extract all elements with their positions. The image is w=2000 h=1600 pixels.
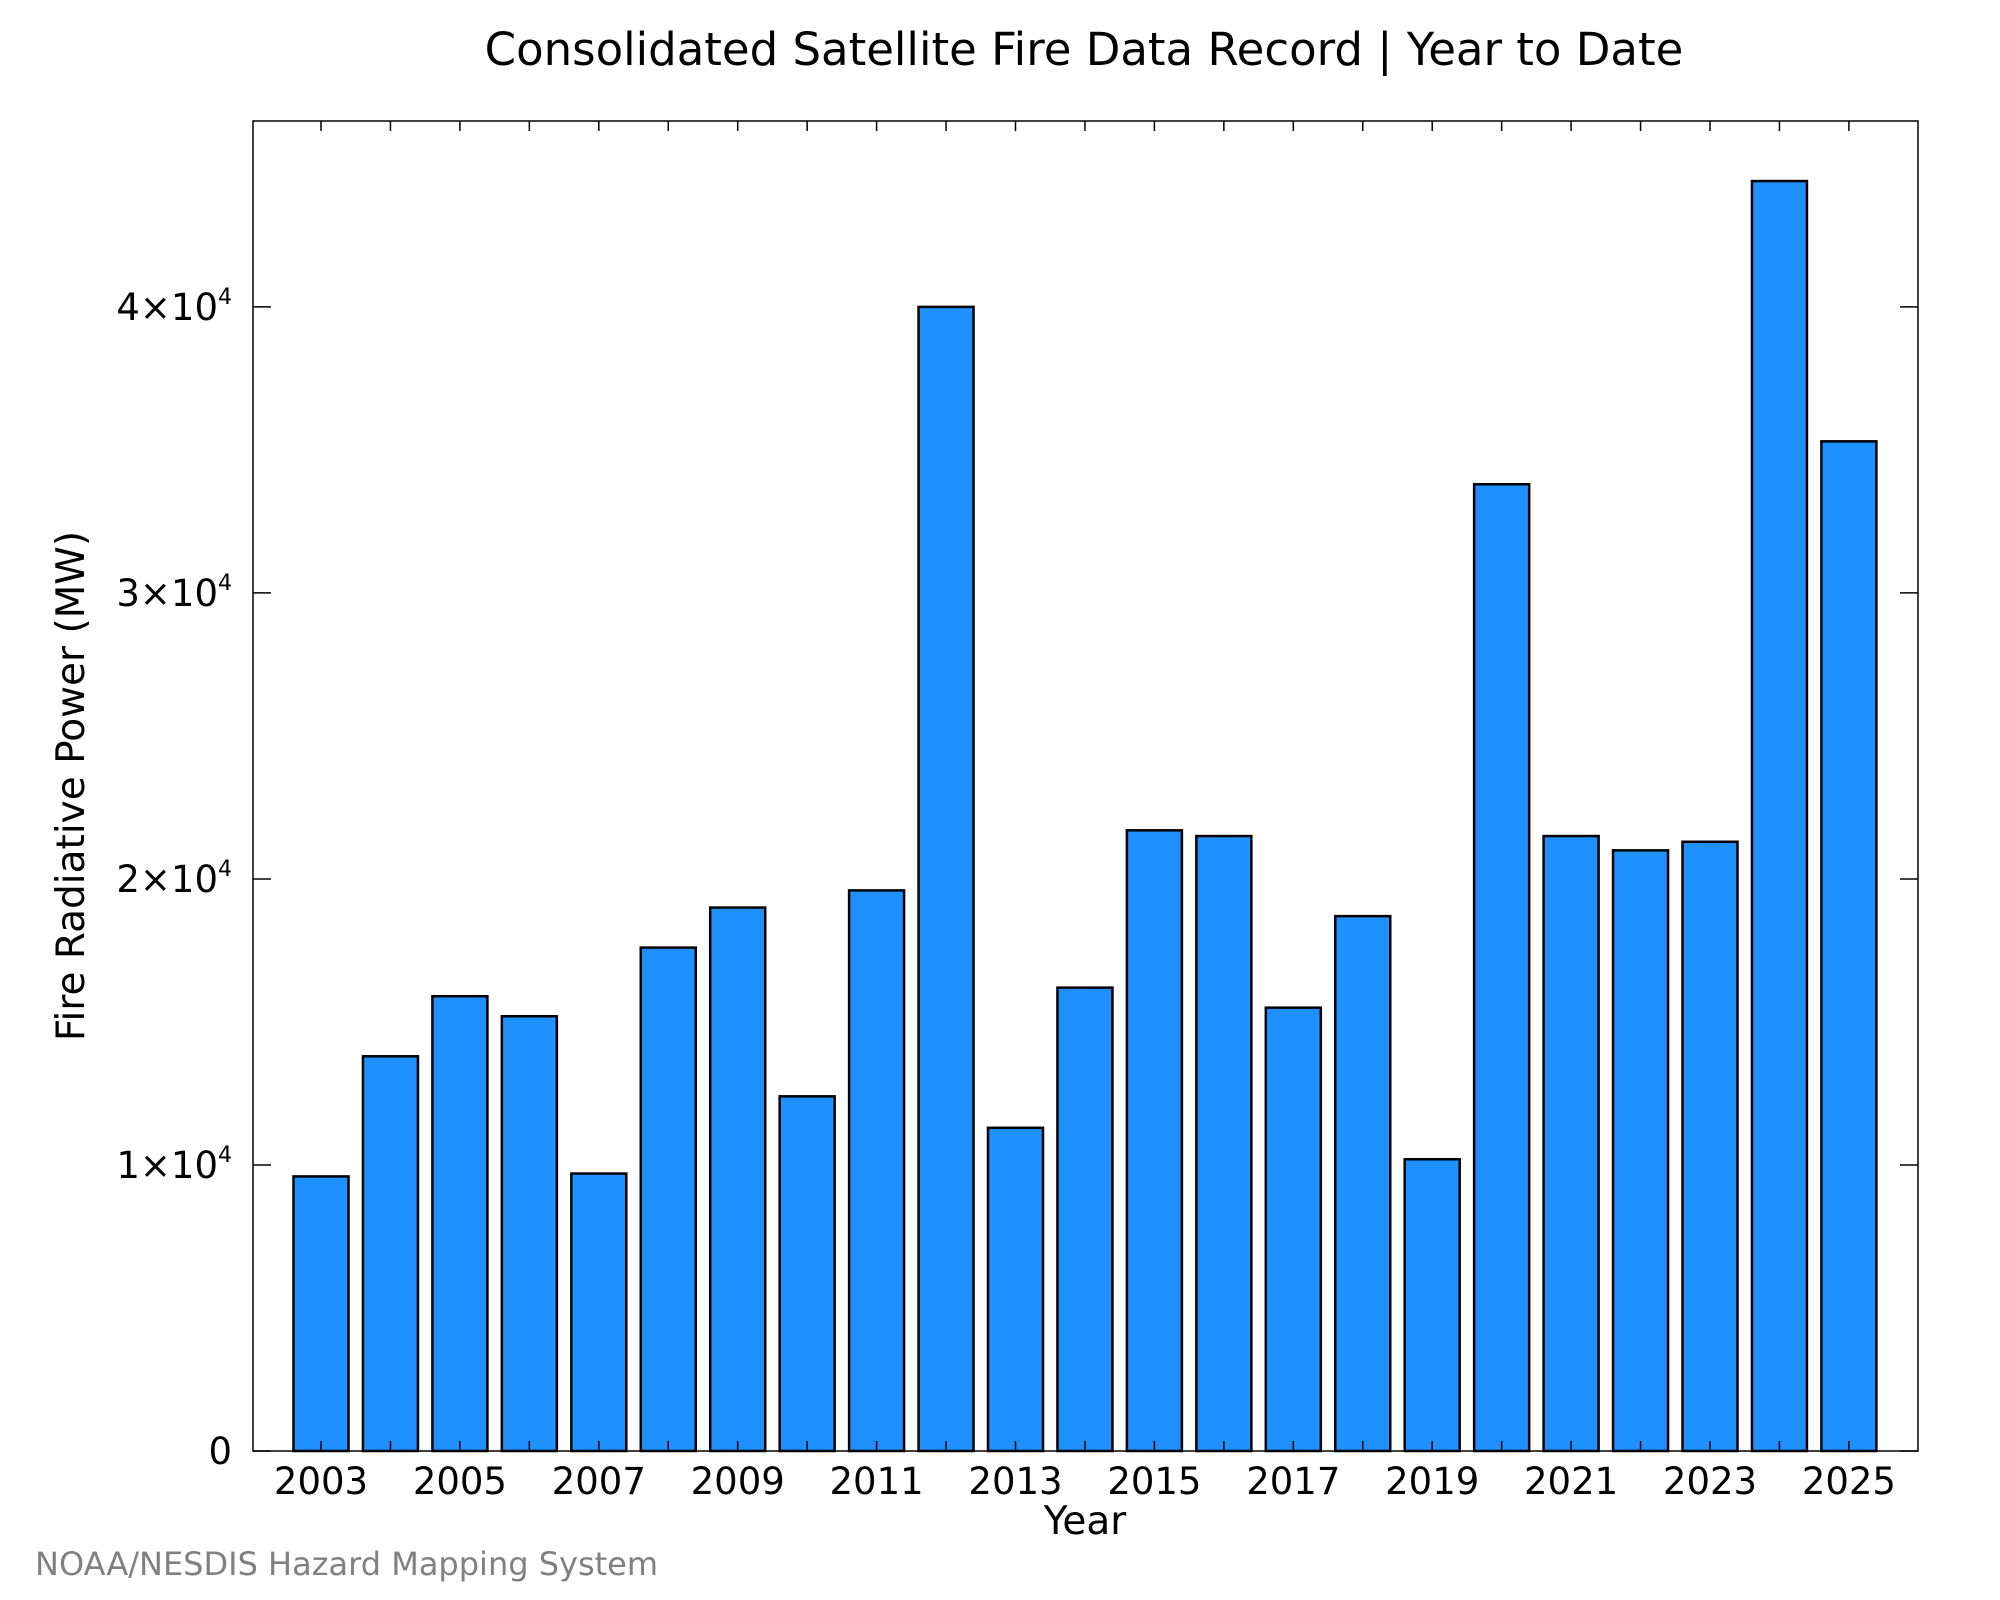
- x-tick-label-2021: 2021: [1524, 1460, 1618, 1503]
- bar-2023: [1681, 840, 1739, 1453]
- bar-2020: [1472, 483, 1531, 1453]
- y-tick-label-40000: 4×104: [116, 285, 232, 329]
- bar-2010: [778, 1095, 836, 1453]
- bar-2004: [361, 1055, 420, 1453]
- bar-2008: [639, 946, 697, 1453]
- x-tick-label-2015: 2015: [1107, 1460, 1201, 1503]
- y-tick-label-20000: 2×104: [116, 857, 232, 901]
- x-tick-label-2011: 2011: [830, 1460, 924, 1503]
- bar-2022: [1611, 849, 1670, 1453]
- y-tick-label-0: 0: [208, 1430, 232, 1473]
- x-tick-label-2007: 2007: [552, 1460, 646, 1503]
- x-tick-label-2017: 2017: [1246, 1460, 1340, 1503]
- x-tick-label-2025: 2025: [1802, 1460, 1896, 1503]
- bar-2009: [708, 906, 767, 1453]
- bar-2011: [847, 889, 906, 1453]
- bar-2014: [1056, 986, 1114, 1453]
- y-tick-label-30000: 3×104: [116, 571, 232, 615]
- bar-2016: [1195, 834, 1253, 1453]
- bar-2005: [431, 994, 489, 1453]
- x-tick-label-2023: 2023: [1663, 1460, 1757, 1503]
- x-tick-label-2005: 2005: [413, 1460, 507, 1503]
- bar-2003: [292, 1175, 350, 1453]
- bar-2013: [986, 1126, 1045, 1453]
- credit-text: NOAA/NESDIS Hazard Mapping System: [35, 1545, 658, 1583]
- bar-2006: [500, 1015, 559, 1453]
- bar-2018: [1334, 914, 1392, 1453]
- bar-2024: [1750, 179, 1809, 1453]
- bars-group: [292, 179, 1878, 1453]
- bar-2019: [1403, 1158, 1461, 1453]
- y-axis-label: Fire Radiative Power (MW): [49, 531, 94, 1041]
- x-tick-label-2003: 2003: [274, 1460, 368, 1503]
- y-tick-label-10000: 1×104: [116, 1143, 232, 1187]
- x-tick-label-2019: 2019: [1385, 1460, 1479, 1503]
- y-ticks-group: 0 1×104 2×104 3×104 4×104: [116, 285, 1918, 1473]
- bar-2025: [1820, 440, 1878, 1453]
- x-axis-label: Year: [1043, 1499, 1128, 1544]
- bar-2017: [1264, 1006, 1323, 1453]
- bar-2012: [917, 305, 975, 1453]
- x-tick-label-2009: 2009: [691, 1460, 785, 1503]
- x-tick-label-2013: 2013: [968, 1460, 1062, 1503]
- chart-title: Consolidated Satellite Fire Data Record …: [485, 23, 1684, 76]
- bar-2007: [570, 1172, 628, 1453]
- x-ticks-group: 2003 2005 2007 2009 2011 2013 2015 2017 2019 2021…: [274, 121, 1896, 1503]
- bar-2015: [1125, 829, 1184, 1453]
- bar-2021: [1542, 834, 1600, 1453]
